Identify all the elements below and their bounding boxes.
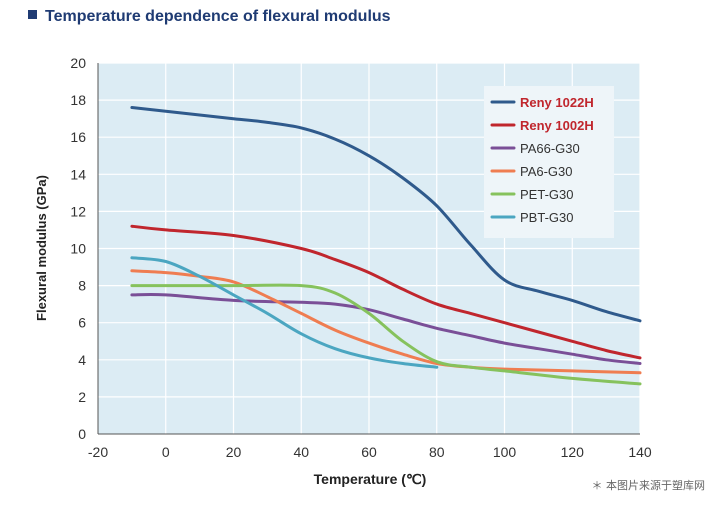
- x-tick-label: 40: [293, 444, 309, 460]
- series-line-reny-1002h: [130, 224, 642, 360]
- y-tick-label: 14: [70, 166, 86, 182]
- series-line-pet-g30: [130, 283, 642, 386]
- x-tick-label: 60: [361, 444, 377, 460]
- x-tick-label: 100: [493, 444, 517, 460]
- x-axis-label: Temperature (℃): [314, 471, 427, 487]
- x-tick-label: -20: [88, 444, 108, 460]
- legend-label-pet-g30: PET-G30: [520, 187, 573, 202]
- square-bullet-icon: [28, 10, 37, 19]
- legend-label-pa6-g30: PA6-G30: [520, 164, 573, 179]
- y-tick-label: 2: [78, 389, 86, 405]
- series-line-reny-1022h: [130, 106, 642, 323]
- legend-label-reny-1002h: Reny 1002H: [520, 118, 594, 133]
- y-axis-label: Flexural modulus (GPa): [34, 175, 49, 321]
- y-tick-label: 4: [78, 352, 86, 368]
- series-line-pbt-g30: [130, 256, 439, 369]
- x-tick-label: 140: [628, 444, 652, 460]
- source-credit: ＊ 本图片来源于塑库网: [591, 479, 706, 492]
- legend-box: [484, 86, 614, 238]
- y-tick-label: 6: [78, 315, 86, 331]
- y-tick-label: 12: [70, 203, 86, 219]
- series-line-pa66-g30: [130, 292, 642, 365]
- legend-label-reny-1022h: Reny 1022H: [520, 95, 594, 110]
- x-tick-label: 120: [561, 444, 585, 460]
- y-tick-label: 10: [70, 241, 86, 257]
- chart-title-text: Temperature dependence of flexural modul…: [45, 8, 391, 25]
- chart-title: Temperature dependence of flexural modul…: [28, 8, 391, 26]
- y-tick-label: 0: [78, 426, 86, 442]
- y-tick-label: 8: [78, 278, 86, 294]
- x-tick-label: 20: [226, 444, 242, 460]
- x-tick-label: 0: [162, 444, 170, 460]
- y-tick-label: 18: [70, 92, 86, 108]
- legend-label-pa66-g30: PA66-G30: [520, 141, 580, 156]
- y-tick-label: 20: [70, 55, 86, 71]
- y-tick-label: 16: [70, 129, 86, 145]
- series-lines: [130, 106, 642, 386]
- legend-label-pbt-g30: PBT-G30: [520, 210, 573, 225]
- x-tick-label: 80: [429, 444, 445, 460]
- legend: Reny 1022H Reny 1002H PA66-G30 PA6-G30 PET-G…: [484, 86, 614, 238]
